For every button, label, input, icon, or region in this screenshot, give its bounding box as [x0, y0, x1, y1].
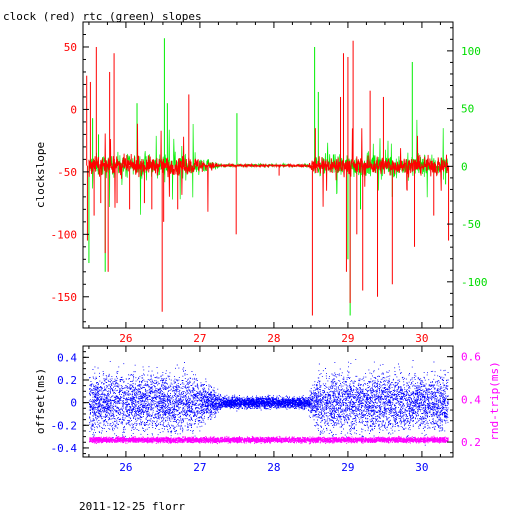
- footer-date-label: 2011-12-25 florr: [79, 500, 185, 512]
- x-tick-label: 28: [267, 461, 280, 474]
- y2-tick-label: 0.6: [461, 351, 481, 364]
- x-tick-label: 30: [415, 461, 428, 474]
- y2-tick-label: -100: [461, 276, 488, 289]
- slopes-ylabel: clockslope: [34, 142, 47, 208]
- y2-tick-label: 100: [461, 45, 481, 58]
- clock-slope-line: [88, 123, 449, 212]
- slopes-plot-area: [86, 38, 450, 316]
- y-tick-label: -0.4: [51, 442, 78, 455]
- offset-axes-frame: [82, 345, 454, 458]
- y-tick-label: -150: [51, 291, 78, 304]
- y-tick-label: 0: [70, 103, 77, 116]
- y2-tick-label: 0.2: [461, 436, 481, 449]
- offset-axes: 26 27 28 29 30 0.4 0.2 0 -0.2 -0.4 0.6 0.4 0.2: [51, 346, 481, 474]
- rndtrip-ylabel: rnd-trip(ms): [488, 361, 501, 440]
- chart-title: clock (red) rtc (green) slopes: [3, 10, 202, 23]
- y-tick-label: -50: [57, 166, 77, 179]
- x-tick-label: 30: [415, 332, 428, 345]
- y-tick-label: 50: [64, 41, 77, 54]
- x-tick-label: 28: [267, 332, 280, 345]
- x-tick-label: 27: [193, 332, 206, 345]
- y-tick-label: -100: [51, 228, 78, 241]
- y-tick-label: -0.2: [51, 419, 78, 432]
- x-tick-label: 29: [341, 332, 354, 345]
- y2-tick-label: 0.4: [461, 393, 481, 406]
- x-tick-label: 26: [119, 332, 132, 345]
- offset-plot-area: [88, 359, 449, 446]
- slopes-axes: 26 27 28 29 30 50 0 -50 -100 -150 100 50 0 -50 -100: [51, 22, 488, 345]
- offset-panel: 26 27 28 29 30 0.4 0.2 0 -0.2 -0.4 0.6 0.4 0.2 offse…: [34, 345, 501, 474]
- y2-tick-label: -50: [461, 218, 481, 231]
- slopes-axes-frame: [82, 21, 454, 329]
- x-tick-label: 27: [193, 461, 206, 474]
- y2-tick-label: 0: [461, 160, 468, 173]
- slopes-panel: 26 27 28 29 30 50 0 -50 -100 -150 100 50 0 -50 -100 cl…: [34, 21, 488, 345]
- offset-ylabel: offset(ms): [34, 368, 47, 434]
- x-tick-label: 29: [341, 461, 354, 474]
- y-tick-label: 0.4: [57, 351, 77, 364]
- y-tick-label: 0.2: [57, 374, 77, 387]
- y2-tick-label: 50: [461, 103, 474, 116]
- rndtrip-points: [89, 435, 449, 445]
- x-tick-label: 26: [119, 461, 132, 474]
- offset-points: [88, 359, 449, 446]
- y-tick-label: 0: [70, 397, 77, 410]
